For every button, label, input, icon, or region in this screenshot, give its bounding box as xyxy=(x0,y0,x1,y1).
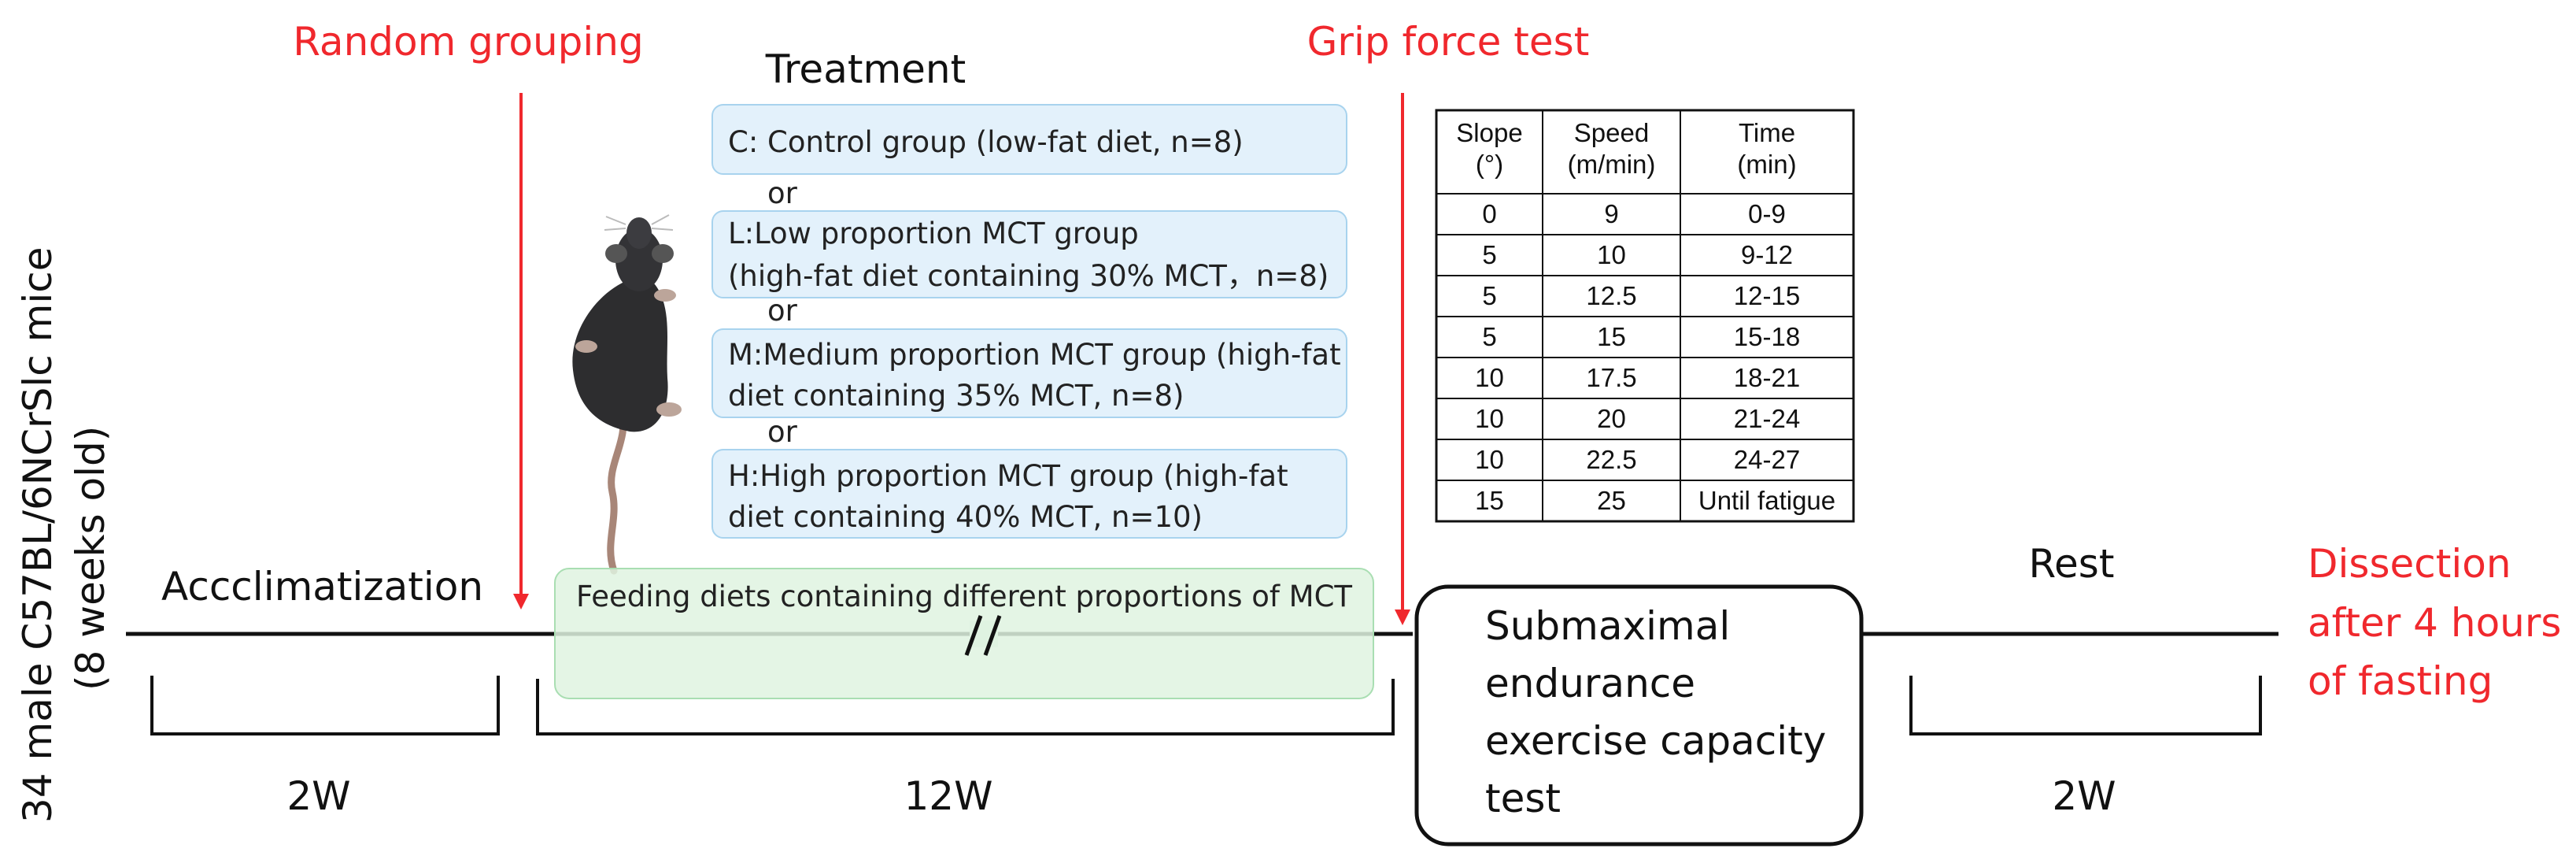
table-cell: 12-15 xyxy=(1734,281,1800,310)
treatment-group-low-mct: L:Low proportion MCT group (high-fat die… xyxy=(711,210,1347,298)
table-cell: 9-12 xyxy=(1741,240,1793,269)
table-cell: 0-9 xyxy=(1748,199,1786,228)
table-cell: 21-24 xyxy=(1734,404,1800,433)
dissection-line-3: of fasting xyxy=(2308,658,2493,704)
table-cell: 25 xyxy=(1597,486,1626,515)
treatment-title: Treatment xyxy=(765,46,966,92)
group-control-line-1: C: Control group (low-fat diet, n=8) xyxy=(728,125,1244,159)
timeline-break-icon xyxy=(964,615,1002,656)
table-cell: 0 xyxy=(1482,199,1496,228)
table-cell: 18-21 xyxy=(1734,363,1800,392)
group-medium-line-1: M:Medium proportion MCT group (high-fat xyxy=(728,338,1341,372)
table-cell: 10 xyxy=(1475,404,1504,433)
group-high-line-2: diet containing 40% MCT, n=10) xyxy=(728,500,1203,534)
table-cell: 24-27 xyxy=(1734,445,1800,474)
table-cell: 5 xyxy=(1482,281,1496,310)
table-header-cell: (°) xyxy=(1476,150,1503,179)
table-cell: 9 xyxy=(1604,199,1618,228)
feeding-label: Feeding diets containing different propo… xyxy=(576,580,1352,613)
table-header-cell: (m/min) xyxy=(1568,150,1656,179)
or-separator-2: or xyxy=(767,294,798,328)
acclimatization-label: Accclimatization xyxy=(161,564,483,609)
feeding-duration-bracket xyxy=(536,679,1395,735)
or-separator-3: or xyxy=(767,415,798,449)
random-grouping-label: Random grouping xyxy=(293,19,643,65)
treatment-group-control: C: Control group (low-fat diet, n=8) xyxy=(711,104,1347,175)
exercise-test-line-4: test xyxy=(1485,776,1561,821)
mice-label-line1: 34 male C57BL/6NCrSlc mice xyxy=(15,247,61,824)
table-header-cell: Slope xyxy=(1456,118,1522,147)
mouse-illustration-icon xyxy=(572,214,682,575)
acclimatization-duration: 2W xyxy=(286,773,350,819)
table-cell: 15 xyxy=(1475,486,1504,515)
treatment-group-high-mct: H:High proportion MCT group (high-fat di… xyxy=(711,449,1347,539)
table-cell: 15 xyxy=(1597,322,1626,351)
table-cell: 10 xyxy=(1597,240,1626,269)
table-cell: 22.5 xyxy=(1586,445,1636,474)
or-separator-1: or xyxy=(767,176,798,210)
table-cell: 17.5 xyxy=(1586,363,1636,392)
grip-force-test-label: Grip force test xyxy=(1307,19,1590,65)
table-cell: 20 xyxy=(1597,404,1626,433)
dissection-label: Dissection after 4 hours of fasting xyxy=(2308,541,2561,704)
table-cell: Until fatigue xyxy=(1698,486,1835,515)
group-low-line-1: L:Low proportion MCT group xyxy=(728,217,1139,250)
exercise-protocol-table: Slope (°) Speed (m/min) Time (min) 0 9 0-9 5 10 9-1… xyxy=(1435,109,1855,523)
feeding-period-box: Feeding diets containing different propo… xyxy=(554,568,1374,699)
mice-label-line2: (8 weeks old) xyxy=(68,426,113,691)
group-high-line-1: H:High proportion MCT group (high-fat xyxy=(728,459,1288,493)
treatment-group-medium-mct: M:Medium proportion MCT group (high-fat … xyxy=(711,328,1347,418)
dissection-line-2: after 4 hours xyxy=(2308,600,2561,646)
rest-duration: 2W xyxy=(2052,773,2116,819)
group-low-line-2: (high-fat diet containing 30% MCT，n=8) xyxy=(728,259,1329,293)
table-header-cell: (min) xyxy=(1737,150,1796,179)
table-cell: 10 xyxy=(1475,445,1504,474)
table-header-cell: Speed xyxy=(1574,118,1649,147)
group-medium-line-2: diet containing 35% MCT, n=8) xyxy=(728,379,1184,413)
table-cell: 12.5 xyxy=(1586,281,1636,310)
feeding-duration: 12W xyxy=(904,773,992,819)
exercise-test-line-1: Submaximal xyxy=(1485,603,1730,649)
table-cell: 10 xyxy=(1475,363,1504,392)
exercise-test-line-3: exercise capacity xyxy=(1485,718,1826,764)
exercise-test-line-2: endurance xyxy=(1485,661,1695,706)
dissection-line-1: Dissection xyxy=(2308,541,2511,587)
table-header-cell: Time xyxy=(1739,118,1795,147)
table-cell: 15-18 xyxy=(1734,322,1800,351)
rest-duration-bracket xyxy=(1909,676,2262,735)
exercise-capacity-test-box: Submaximal endurance exercise capacity t… xyxy=(1414,584,1864,847)
table-cell: 5 xyxy=(1482,240,1496,269)
acclimatization-duration-bracket xyxy=(150,676,500,735)
rest-label: Rest xyxy=(2029,541,2115,587)
table-cell: 5 xyxy=(1482,322,1496,351)
